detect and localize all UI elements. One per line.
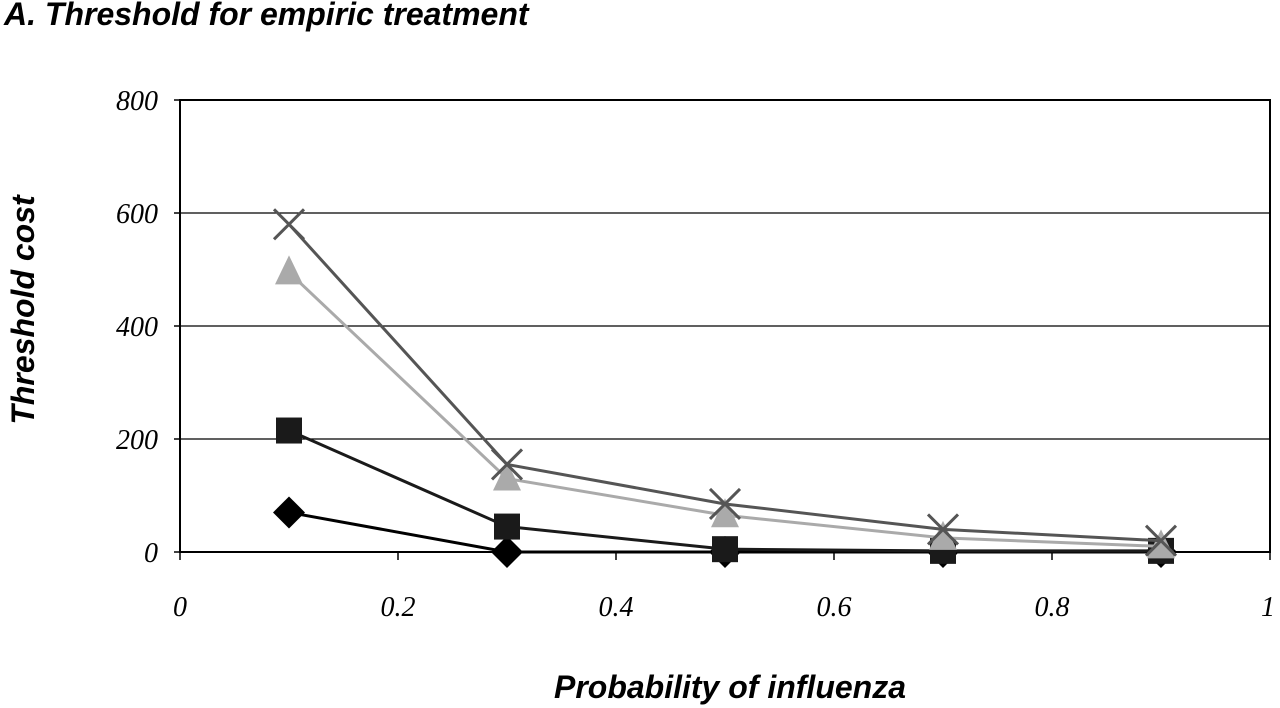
data-point (929, 520, 957, 550)
y-tick-label: 0 (144, 538, 158, 569)
chart-title: A. Threshold for empiric treatment (4, 0, 529, 32)
y-tick-label: 200 (116, 425, 158, 456)
x-tick-label: 0 (173, 592, 187, 623)
y-axis: 0 200 400 600 800 (116, 86, 180, 569)
x-axis-title: Probability of influenza (554, 669, 906, 705)
x-tick-label: 1 (1261, 592, 1275, 623)
data-point (711, 498, 739, 528)
data-point (1144, 524, 1178, 557)
data-point (926, 513, 960, 546)
series-square (276, 417, 1174, 564)
data-point (1147, 529, 1175, 559)
x-tick-label: 0.4 (599, 592, 634, 623)
data-point (273, 496, 305, 529)
series-line (287, 223, 1162, 543)
series-layer (272, 208, 1178, 568)
x-tick-label: 0.8 (1035, 592, 1070, 623)
data-point (708, 487, 742, 521)
data-point (491, 536, 523, 568)
y-tick-label: 600 (116, 199, 158, 230)
data-point (494, 513, 520, 540)
data-point (493, 461, 521, 491)
y-axis-title: Threshold cost (5, 194, 41, 425)
y-tick-label: 400 (116, 312, 158, 343)
data-point (276, 417, 302, 444)
y-tick-label: 800 (116, 86, 158, 117)
data-point (275, 255, 303, 285)
x-axis: 0 0.2 0.4 0.6 0.8 1 (173, 552, 1275, 623)
series-x (272, 208, 1178, 557)
x-tick-label: 0.2 (381, 592, 416, 623)
series-triangle (275, 255, 1175, 559)
data-point (490, 448, 524, 481)
data-point (272, 208, 306, 241)
data-point (712, 536, 738, 563)
grid-lines (180, 212, 1270, 440)
x-tick-label: 0.6 (817, 592, 852, 623)
